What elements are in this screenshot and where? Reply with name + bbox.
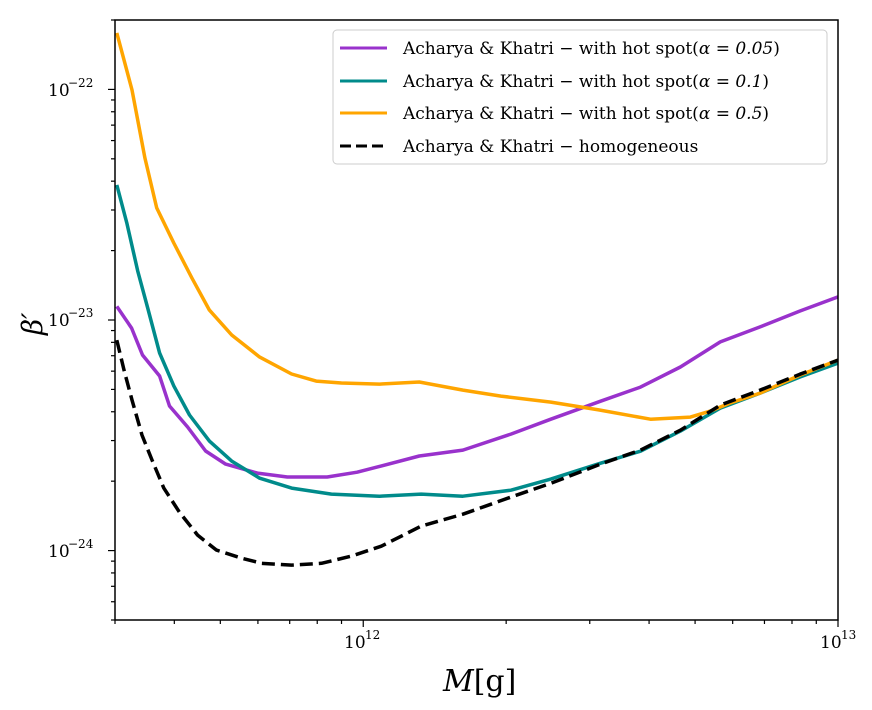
- y-tick-label-exp: −22: [68, 76, 93, 90]
- y-tick-label-1e-22: 10 −22: [48, 76, 93, 101]
- legend-frame: [332, 29, 828, 165]
- y-tick-label-base: 10: [48, 311, 70, 331]
- x-tick-label-exp: 13: [841, 628, 856, 642]
- x-tick-label-1e13: 10 13: [820, 628, 856, 653]
- legend-label: Acharya & Khatri − homogeneous: [402, 137, 698, 157]
- x-tick-label-base: 10: [344, 633, 366, 653]
- x-tick-label-1e12: 10 12: [344, 628, 380, 653]
- x-tick-label-exp: 12: [365, 628, 380, 642]
- y-tick-label-base: 10: [48, 81, 70, 101]
- x-axis-ticks: [114, 620, 839, 627]
- series-line-0: [115, 295, 838, 479]
- legend-item-homogeneous: Acharya & Khatri − homogeneous: [340, 137, 698, 157]
- y-tick-label-base: 10: [48, 542, 70, 562]
- legend-label: Acharya & Khatri − with hot spot(α = 0.5…: [402, 104, 769, 124]
- x-axis-label-unit: [g]: [474, 664, 517, 699]
- series-lines: [115, 32, 838, 567]
- y-tick-label-1e-23: 10 −23: [48, 306, 93, 331]
- legend-item-alpha-05: Acharya & Khatri − with hot spot(α = 0.5…: [340, 104, 769, 124]
- legend-item-alpha-01: Acharya & Khatri − with hot spot(α = 0.1…: [340, 72, 769, 92]
- y-tick-label-exp: −24: [68, 537, 94, 551]
- y-tick-label-1e-24: 10 −24: [48, 537, 94, 562]
- legend-label: Acharya & Khatri − with hot spot(α = 0.0…: [402, 39, 780, 59]
- legend-label: Acharya & Khatri − with hot spot(α = 0.1…: [402, 72, 769, 92]
- legend-item-alpha-005: Acharya & Khatri − with hot spot(α = 0.0…: [340, 39, 780, 59]
- x-axis-label-var: M: [442, 664, 475, 699]
- y-tick-label-exp: −23: [68, 306, 93, 320]
- y-axis-label: β′: [16, 312, 49, 336]
- x-tick-label-base: 10: [820, 633, 842, 653]
- x-axis-label: M[g]: [442, 664, 516, 699]
- series-line-1: [115, 184, 838, 498]
- legend: Acharya & Khatri − with hot spot(α = 0.0…: [332, 29, 828, 165]
- y-axis-ticks: [108, 19, 115, 621]
